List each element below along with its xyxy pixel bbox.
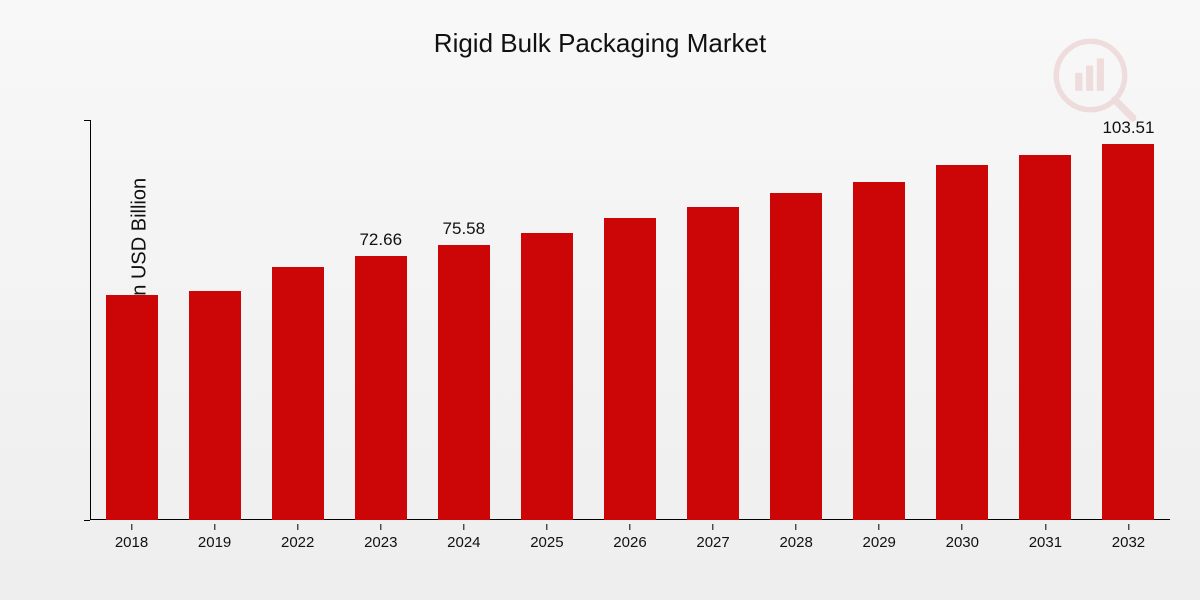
x-tick: 2025 [530, 524, 563, 551]
x-tick: 2029 [863, 524, 896, 551]
x-tick: 2030 [946, 524, 979, 551]
bar-slot: 2030 [921, 120, 1004, 520]
x-tick: 2027 [696, 524, 729, 551]
y-tick-mark [84, 520, 90, 521]
x-tick-mark [1128, 524, 1129, 530]
bar [604, 218, 656, 520]
x-tick-label: 2018 [115, 534, 148, 551]
bar-slot: 2031 [1004, 120, 1087, 520]
x-tick-mark [463, 524, 464, 530]
x-tick-mark [297, 524, 298, 530]
x-tick-mark [380, 524, 381, 530]
bar [853, 182, 905, 520]
x-tick-label: 2025 [530, 534, 563, 551]
x-tick-mark [131, 524, 132, 530]
bar: 72.66 [355, 256, 407, 520]
bar-slot: 2025 [505, 120, 588, 520]
bar-slot: 2018 [90, 120, 173, 520]
x-tick-mark [1045, 524, 1046, 530]
x-tick-mark [713, 524, 714, 530]
x-tick-label: 2023 [364, 534, 397, 551]
x-tick-label: 2019 [198, 534, 231, 551]
x-tick-mark [962, 524, 963, 530]
x-tick-label: 2029 [863, 534, 896, 551]
x-tick-mark [796, 524, 797, 530]
x-tick: 2023 [364, 524, 397, 551]
x-tick-mark [879, 524, 880, 530]
bar-value-label: 72.66 [359, 230, 402, 250]
x-tick-label: 2032 [1112, 534, 1145, 551]
bar [1019, 155, 1071, 520]
bar-value-label: 103.51 [1102, 118, 1154, 138]
bar-slot: 2028 [755, 120, 838, 520]
bar-slot: 2029 [838, 120, 921, 520]
x-tick: 2031 [1029, 524, 1062, 551]
chart-plot-area: 20182019202272.66202375.5820242025202620… [90, 120, 1170, 520]
bar [687, 207, 739, 520]
chart-title: Rigid Bulk Packaging Market [0, 28, 1200, 59]
bar-value-label: 75.58 [443, 219, 486, 239]
x-tick-label: 2026 [613, 534, 646, 551]
x-tick: 2022 [281, 524, 314, 551]
bar: 103.51 [1102, 144, 1154, 520]
x-tick-label: 2028 [779, 534, 812, 551]
bar [521, 233, 573, 520]
x-tick: 2028 [779, 524, 812, 551]
x-tick: 2032 [1112, 524, 1145, 551]
x-tick-label: 2022 [281, 534, 314, 551]
bar-slot: 2019 [173, 120, 256, 520]
bars-container: 20182019202272.66202375.5820242025202620… [90, 120, 1170, 520]
x-tick: 2024 [447, 524, 480, 551]
x-tick-label: 2031 [1029, 534, 1062, 551]
x-tick-mark [629, 524, 630, 530]
bar [106, 295, 158, 520]
bar [189, 291, 241, 520]
bar-slot: 2027 [672, 120, 755, 520]
x-tick: 2019 [198, 524, 231, 551]
y-tick-mark [84, 120, 90, 121]
x-tick-mark [214, 524, 215, 530]
x-tick: 2026 [613, 524, 646, 551]
bar-slot: 75.582024 [422, 120, 505, 520]
x-tick: 2018 [115, 524, 148, 551]
bar: 75.58 [438, 245, 490, 520]
bar [936, 165, 988, 520]
bar-slot: 2022 [256, 120, 339, 520]
bar [770, 193, 822, 520]
bar-slot: 103.512032 [1087, 120, 1170, 520]
bar [272, 267, 324, 520]
bar-slot: 72.662023 [339, 120, 422, 520]
x-tick-label: 2027 [696, 534, 729, 551]
x-tick-mark [546, 524, 547, 530]
x-tick-label: 2024 [447, 534, 480, 551]
x-tick-label: 2030 [946, 534, 979, 551]
bar-slot: 2026 [588, 120, 671, 520]
